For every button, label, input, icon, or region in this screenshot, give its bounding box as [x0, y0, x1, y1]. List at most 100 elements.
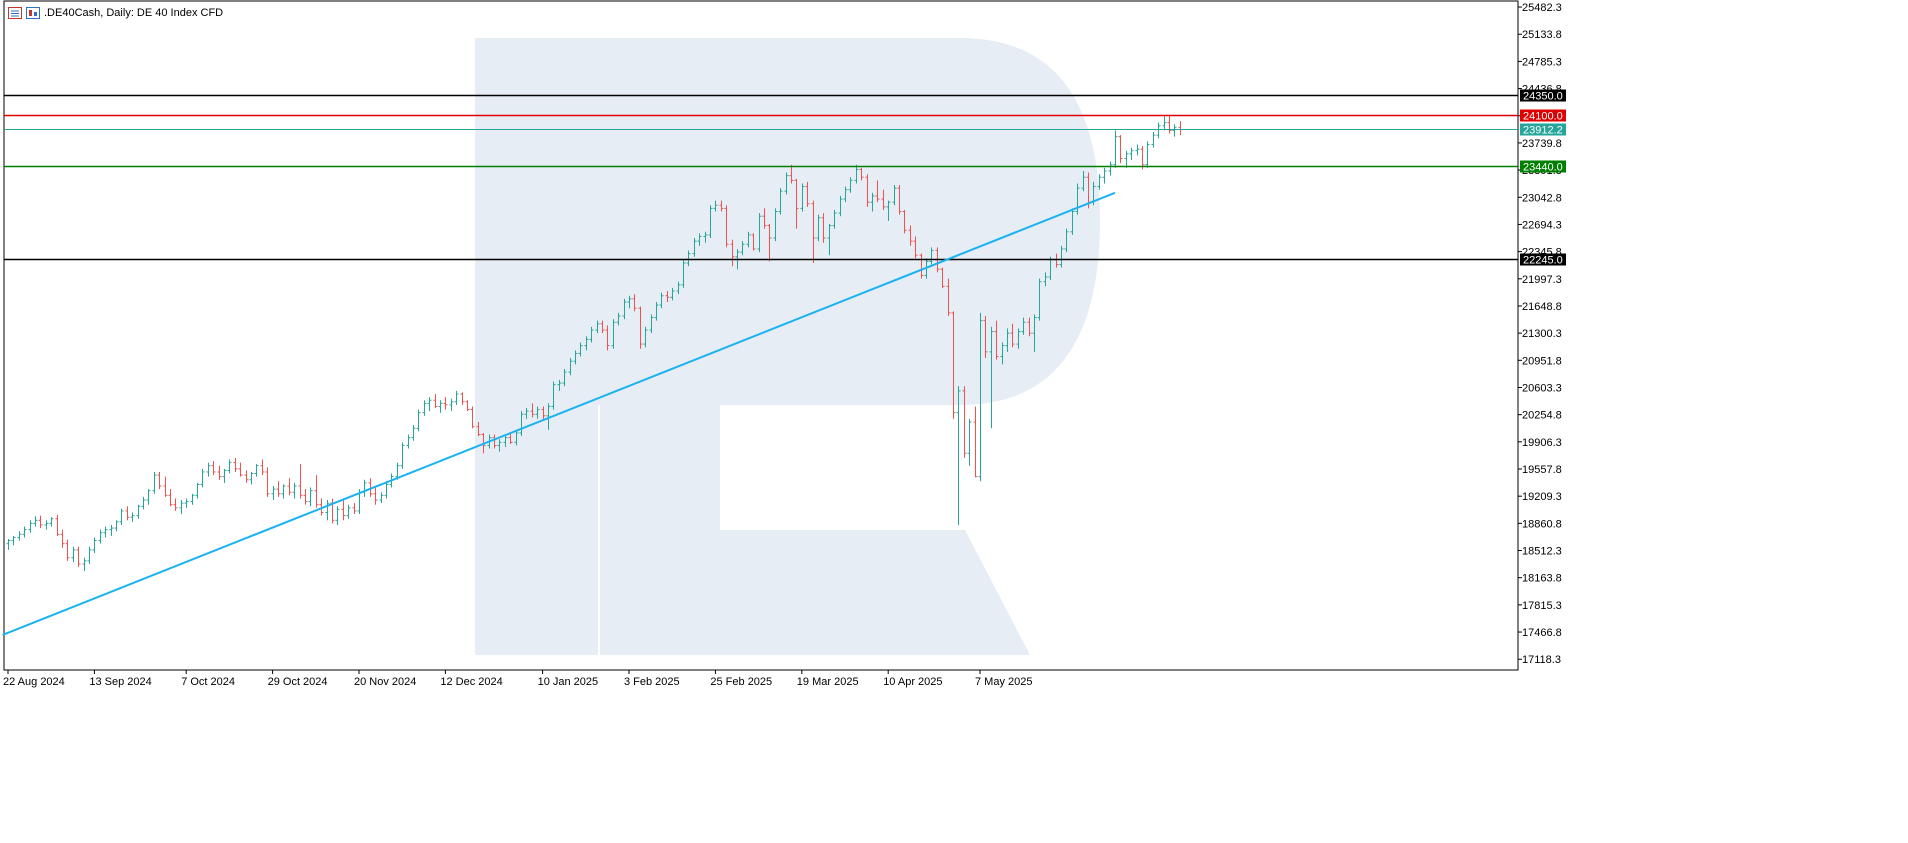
ohlc-bar [438, 400, 443, 413]
ohlc-bar [632, 294, 637, 312]
ohlc-bar [76, 546, 81, 568]
ohlc-bar [314, 475, 319, 508]
indicator-icon[interactable] [26, 7, 40, 19]
ohlc-bar [940, 267, 945, 288]
ohlc-bar [233, 457, 238, 472]
ohlc-bar [902, 209, 907, 234]
ohlc-bar [125, 506, 130, 521]
ohlc-bar [395, 462, 400, 480]
ohlc-bar [449, 398, 454, 412]
ohlc-bar [530, 403, 535, 418]
ohlc-bar [443, 397, 448, 410]
ohlc-bar [821, 213, 826, 243]
ohlc-bar [692, 238, 697, 257]
ohlc-bar [103, 526, 108, 538]
ohlc-bar [460, 392, 465, 405]
price-label: 23440.0 [1523, 162, 1563, 174]
ohlc-bar [346, 504, 351, 519]
ohlc-bar [719, 200, 724, 212]
x-tick-label: 3 Feb 2025 [624, 676, 680, 688]
ohlc-bar [913, 236, 918, 259]
y-tick-label: 17815.3 [1522, 600, 1562, 612]
ohlc-bar [325, 500, 330, 521]
ohlc-bar [676, 281, 681, 295]
ohlc-bar [875, 180, 880, 203]
x-tick-label: 10 Jan 2025 [538, 676, 599, 688]
y-tick-label: 21997.3 [1522, 274, 1562, 286]
chart-window[interactable]: 25482.325133.824785.324436.824088.323739… [0, 0, 1568, 693]
price-chart[interactable]: 25482.325133.824785.324436.824088.323739… [0, 0, 1568, 693]
x-tick-label: 12 Dec 2024 [440, 676, 502, 688]
ohlc-bars [6, 114, 1183, 571]
ascending-trendline[interactable] [2, 191, 1116, 636]
ohlc-bar [298, 464, 303, 499]
ohlc-bar [746, 231, 751, 248]
ohlc-bar [1064, 228, 1069, 253]
x-tick-label: 22 Aug 2024 [3, 676, 65, 688]
ohlc-bar [55, 514, 60, 536]
ohlc-bar [843, 186, 848, 203]
ohlc-bar [1005, 328, 1010, 352]
trendline-group[interactable] [2, 191, 1116, 636]
ohlc-bar [508, 432, 513, 444]
y-tick-label: 20951.8 [1522, 355, 1562, 367]
ohlc-bar [568, 358, 573, 376]
ohlc-bar [919, 253, 924, 279]
ohlc-bar [535, 406, 540, 419]
ohlc-bar [994, 320, 999, 360]
ohlc-bar [1027, 317, 1032, 337]
ohlc-bar [1000, 342, 1005, 365]
y-tick-label: 22694.3 [1522, 219, 1562, 231]
ohlc-bar [33, 516, 38, 527]
ohlc-bar [1118, 135, 1123, 164]
ohlc-bar [82, 557, 87, 571]
ohlc-bar [1059, 245, 1064, 268]
ohlc-bar [778, 188, 783, 215]
y-tick-label: 19557.8 [1522, 464, 1562, 476]
y-tick-label: 21648.8 [1522, 301, 1562, 313]
ohlc-bar [1113, 130, 1118, 168]
price-label: 22245.0 [1523, 255, 1563, 267]
ohlc-bar [724, 205, 729, 248]
x-tick-label: 7 May 2025 [975, 676, 1032, 688]
ohlc-bar [1145, 141, 1150, 168]
watermark-logo [475, 38, 1100, 655]
ohlc-bar [319, 498, 324, 516]
ohlc-bar [254, 464, 259, 477]
ohlc-bar [638, 306, 643, 349]
ohlc-bar [292, 482, 297, 499]
ohlc-bar [794, 178, 799, 229]
chart-window-icon[interactable] [8, 7, 22, 19]
horizontal-levels[interactable]: 24350.0 24100.0 23912.2 23440.0 22245.0 [4, 89, 1566, 267]
x-tick-label: 20 Nov 2024 [354, 676, 416, 688]
ohlc-bar [546, 403, 551, 430]
ohlc-bar [352, 503, 357, 515]
ohlc-bar [22, 526, 27, 538]
ohlc-bar [859, 167, 864, 181]
ohlc-bar [211, 461, 216, 476]
ohlc-bar [71, 546, 76, 563]
ohlc-bar [217, 465, 222, 480]
ohlc-bar [195, 482, 200, 499]
ohlc-bar [416, 409, 421, 432]
ohlc-bar [562, 369, 567, 387]
ohlc-bar [854, 164, 859, 184]
ohlc-bar [870, 192, 875, 212]
ohlc-bar [1032, 314, 1037, 352]
ohlc-bar [605, 325, 610, 351]
ohlc-bar [38, 515, 43, 529]
ohlc-bar [665, 291, 670, 302]
ohlc-bar [1102, 167, 1107, 184]
ohlc-bar [222, 468, 227, 483]
y-tick-label: 20603.3 [1522, 382, 1562, 394]
x-tick-label: 13 Sep 2024 [89, 676, 151, 688]
x-tick-label: 25 Feb 2025 [710, 676, 772, 688]
ohlc-bar [422, 400, 427, 416]
ohlc-bar [811, 200, 816, 263]
y-tick-label: 20254.8 [1522, 410, 1562, 422]
ohlc-bar [260, 459, 265, 476]
ohlc-bar [1043, 272, 1048, 287]
ohlc-bar [341, 500, 346, 521]
ohlc-bar [573, 350, 578, 365]
ohlc-bar [28, 520, 33, 533]
